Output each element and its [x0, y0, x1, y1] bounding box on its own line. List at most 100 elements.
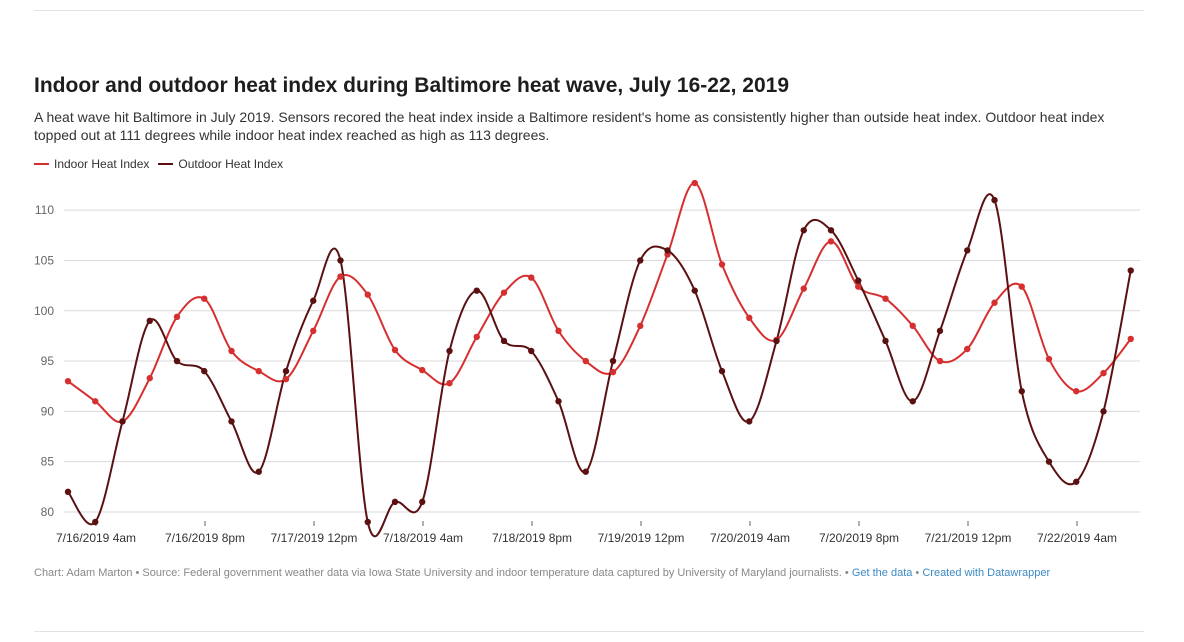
data-point-outdoor	[1045, 458, 1053, 465]
datawrapper-link[interactable]: Created with Datawrapper	[922, 567, 1051, 579]
x-tick-label: 7/21/2019 12pm	[925, 531, 1012, 545]
data-point-indoor	[528, 274, 535, 281]
data-point-indoor	[1018, 283, 1025, 290]
y-tick-label: 80	[41, 505, 55, 519]
data-point-indoor	[909, 322, 916, 330]
data-point-outdoor	[991, 196, 998, 204]
legend: Indoor Heat Index Outdoor Heat Index	[34, 157, 292, 171]
data-point-indoor	[364, 291, 371, 298]
label-layer: 80 85 90 95 100 105 110 7/16/2019 4am 7/16/2019 …	[34, 203, 1117, 545]
x-tick-label: 7/22/2019 4am	[1037, 531, 1117, 545]
data-point-outdoor	[119, 418, 126, 425]
y-tick-label: 110	[35, 203, 54, 217]
data-point-indoor	[446, 379, 453, 387]
data-point-indoor	[800, 285, 807, 292]
data-point-outdoor	[201, 367, 208, 375]
data-point-outdoor	[146, 317, 153, 325]
data-point-indoor	[201, 295, 208, 302]
legend-item-indoor: Indoor Heat Index	[34, 157, 149, 171]
data-point-outdoor	[1127, 267, 1134, 274]
x-tick-label: 7/20/2019 8pm	[819, 531, 899, 545]
data-point-outdoor	[1018, 388, 1025, 395]
data-point-indoor	[146, 374, 153, 382]
data-point-outdoor	[882, 337, 889, 345]
data-point-outdoor	[473, 287, 480, 294]
data-point-outdoor	[773, 337, 780, 345]
data-point-indoor	[228, 347, 235, 355]
series-line-indoor	[67, 182, 1132, 423]
data-point-indoor	[255, 367, 262, 375]
data-point-outdoor	[582, 468, 589, 475]
y-tick-label: 100	[34, 304, 54, 318]
data-point-indoor	[310, 327, 317, 335]
data-point-indoor	[582, 357, 589, 365]
data-point-indoor	[555, 327, 562, 335]
data-point-outdoor	[936, 327, 944, 335]
legend-swatch-outdoor	[158, 163, 174, 165]
point-layer	[64, 179, 1134, 526]
x-tick-label: 7/17/2019 12pm	[271, 531, 358, 545]
data-point-indoor	[691, 179, 698, 187]
data-point-outdoor	[173, 357, 181, 365]
legend-swatch-indoor	[34, 163, 49, 165]
data-point-indoor	[991, 299, 998, 306]
data-point-outdoor	[855, 277, 862, 284]
data-point-outdoor	[555, 398, 562, 405]
data-point-indoor	[1073, 388, 1080, 395]
chart-title: Indoor and outdoor heat index during Bal…	[34, 74, 790, 97]
data-point-outdoor	[446, 347, 453, 355]
data-point-outdoor	[391, 498, 399, 506]
data-point-indoor	[1045, 355, 1053, 363]
data-point-indoor	[337, 273, 344, 280]
data-point-outdoor	[718, 367, 726, 375]
data-point-indoor	[500, 289, 508, 296]
x-tick-label: 7/18/2019 8pm	[492, 531, 572, 545]
data-point-outdoor	[255, 468, 262, 475]
data-point-outdoor	[528, 347, 535, 355]
data-point-indoor	[882, 295, 889, 302]
data-point-outdoor	[419, 498, 426, 506]
data-point-indoor	[64, 377, 72, 385]
data-point-outdoor	[1073, 478, 1080, 485]
get-data-link[interactable]: Get the data	[851, 567, 913, 579]
x-tick-label: 7/19/2019 12pm	[598, 531, 685, 545]
top-divider	[34, 10, 1144, 11]
data-point-outdoor	[337, 257, 344, 264]
chart-footer: Chart: Adam Marton • Source: Federal gov…	[34, 567, 1050, 579]
data-point-outdoor	[664, 247, 671, 254]
bottom-divider	[34, 631, 1144, 632]
data-point-outdoor	[800, 227, 807, 234]
x-tick-label: 7/16/2019 4am	[56, 531, 136, 545]
x-tick-label: 7/18/2019 4am	[383, 531, 463, 545]
footer-separator: •	[912, 567, 923, 579]
data-point-outdoor	[1100, 408, 1107, 415]
data-point-indoor	[92, 398, 99, 405]
data-point-indoor	[419, 366, 426, 374]
y-tick-label: 105	[34, 253, 54, 267]
chart-subtitle: A heat wave hit Baltimore in July 2019. …	[34, 109, 1105, 143]
data-point-outdoor	[92, 518, 99, 526]
data-point-outdoor	[964, 247, 971, 254]
data-point-outdoor	[637, 257, 644, 264]
data-point-indoor	[473, 333, 480, 341]
y-tick-label: 90	[41, 404, 55, 418]
data-point-outdoor	[228, 418, 235, 425]
data-point-indoor	[391, 346, 399, 354]
data-point-outdoor	[746, 418, 753, 425]
data-point-outdoor	[609, 357, 617, 365]
data-point-indoor	[609, 368, 617, 376]
x-tick-label: 7/20/2019 4am	[710, 531, 790, 545]
footer-credit: Chart: Adam Marton • Source: Federal gov…	[34, 567, 852, 579]
data-point-outdoor	[282, 367, 290, 375]
line-layer	[67, 182, 1132, 538]
data-point-outdoor	[364, 518, 371, 526]
data-point-indoor	[1100, 369, 1107, 377]
data-point-indoor	[282, 375, 290, 383]
data-point-indoor	[746, 314, 753, 322]
data-point-indoor	[173, 313, 181, 320]
data-point-outdoor	[909, 398, 916, 405]
data-point-indoor	[718, 261, 726, 268]
data-point-outdoor	[827, 227, 835, 234]
line-chart: 80 85 90 95 100 105 110 7/16/2019 4am 7/16/2019 …	[34, 179, 1140, 545]
data-point-indoor	[964, 345, 971, 353]
